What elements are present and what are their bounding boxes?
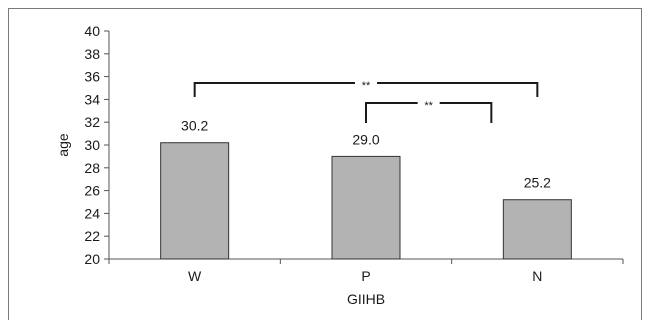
chart-frame	[8, 8, 642, 320]
y-tick-label: 40	[84, 23, 100, 39]
data-label: 29.0	[352, 131, 379, 147]
y-tick-label: 20	[84, 251, 100, 267]
labels: 30.2 W 29.0 P 25.2 N	[181, 118, 551, 284]
y-tick-label: 22	[84, 228, 100, 244]
x-tick-label: P	[361, 268, 370, 284]
y-tick-label: 34	[84, 91, 100, 107]
x-tick-label: N	[532, 268, 542, 284]
y-tick-label: 24	[84, 205, 100, 221]
y-tick-label: 32	[84, 114, 100, 130]
significance-bracket	[365, 102, 493, 123]
y-tick-label: 30	[84, 137, 100, 153]
y-tick-label: 38	[84, 46, 100, 62]
y-tick-label: 28	[84, 160, 100, 176]
data-label: 25.2	[524, 175, 551, 191]
bar	[160, 142, 230, 260]
bar	[331, 155, 401, 260]
bars	[160, 142, 572, 260]
significance-label: **	[362, 80, 371, 92]
significance-label: **	[424, 100, 433, 112]
significance-brackets: ** **	[193, 80, 539, 123]
significance-bracket	[193, 82, 539, 97]
y-axis-label: age	[55, 133, 71, 157]
bar	[502, 199, 572, 260]
y-tick-label: 26	[84, 183, 100, 199]
x-tick-label: W	[188, 268, 202, 284]
y-tick-label: 36	[84, 69, 100, 85]
data-label: 30.2	[181, 118, 208, 134]
x-axis-label: GIIHB	[347, 291, 385, 307]
